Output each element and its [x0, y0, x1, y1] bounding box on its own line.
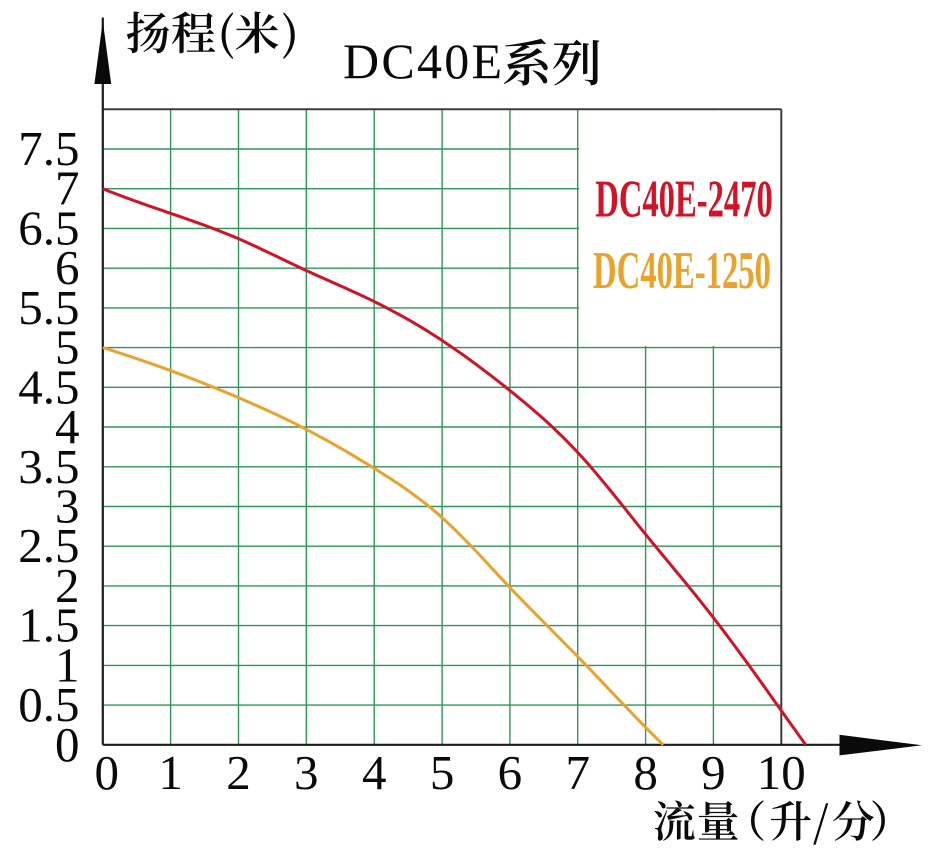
- svg-text:9: 9: [701, 745, 726, 800]
- svg-text:7: 7: [565, 745, 590, 800]
- svg-text:3: 3: [55, 479, 80, 534]
- svg-text:3.5: 3.5: [18, 439, 79, 494]
- svg-text:2.5: 2.5: [18, 518, 79, 573]
- svg-text:2: 2: [55, 558, 80, 613]
- svg-text:6.5: 6.5: [18, 200, 79, 255]
- svg-text:1: 1: [158, 745, 183, 800]
- svg-text:DC40E-1250: DC40E-1250: [593, 242, 771, 300]
- svg-text:0: 0: [55, 717, 80, 772]
- svg-text:8: 8: [633, 745, 658, 800]
- svg-text:DC40E-2470: DC40E-2470: [595, 170, 773, 228]
- svg-text:5: 5: [55, 320, 80, 375]
- svg-text:0: 0: [95, 745, 120, 800]
- svg-text:1: 1: [55, 637, 80, 692]
- svg-text:3: 3: [294, 745, 319, 800]
- svg-text:4: 4: [362, 745, 387, 800]
- svg-text:4.5: 4.5: [18, 359, 79, 414]
- svg-text:6: 6: [498, 745, 523, 800]
- svg-text:7: 7: [55, 161, 80, 216]
- svg-text:1.5: 1.5: [18, 598, 79, 653]
- svg-text:4: 4: [55, 399, 80, 454]
- svg-text:DC40E: DC40E: [343, 33, 502, 89]
- svg-text:5: 5: [430, 745, 455, 800]
- svg-text:6: 6: [55, 240, 80, 295]
- svg-text:7.5: 7.5: [18, 121, 79, 176]
- svg-text:5.5: 5.5: [18, 280, 79, 335]
- svg-text:10: 10: [757, 745, 806, 800]
- svg-text:2: 2: [226, 745, 251, 800]
- svg-text:0.5: 0.5: [18, 677, 79, 732]
